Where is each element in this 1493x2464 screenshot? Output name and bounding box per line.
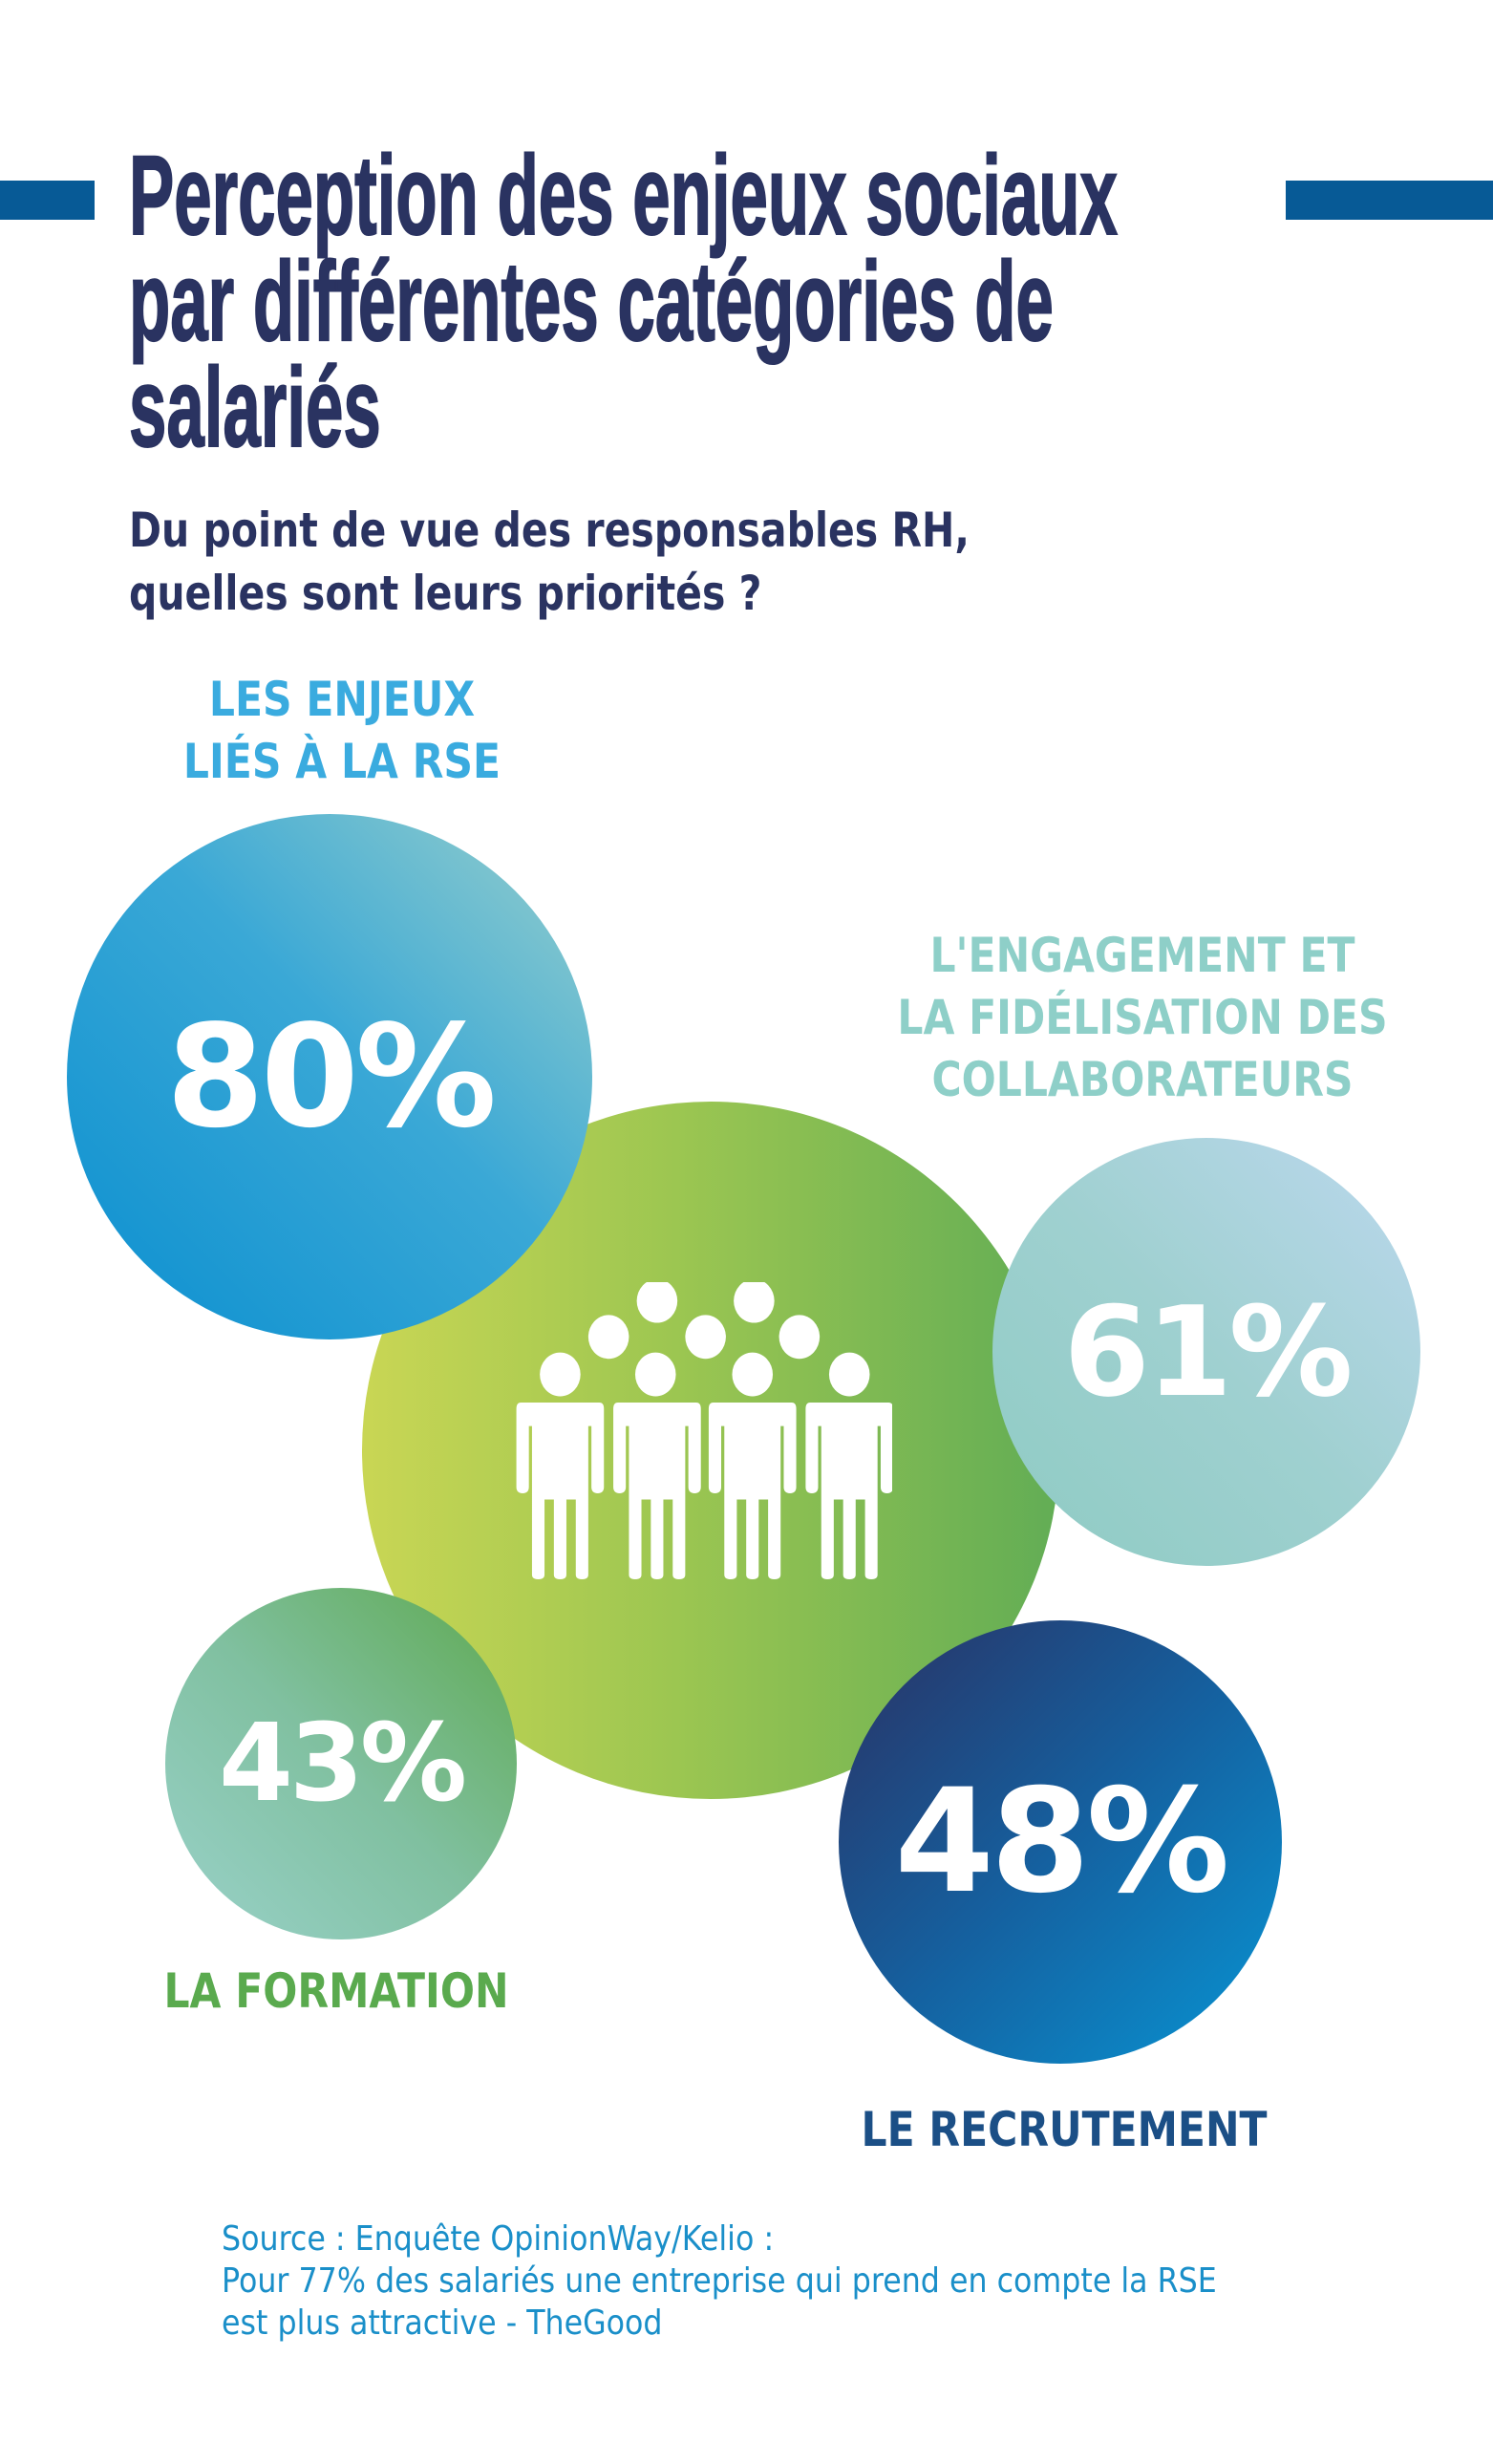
group-of-people-icon: [516, 1282, 892, 1579]
label-recrutement: LE RECRUTEMENT: [862, 2099, 1268, 2161]
label-formation: LA FORMATION: [163, 1960, 508, 2023]
stat-circle-formation: 43%: [165, 1588, 517, 1939]
title-line: salariés: [128, 345, 381, 471]
label-engagement: L'ENGAGEMENT ET LA FIDÉLISATION DES COLL…: [897, 925, 1387, 1111]
stat-circle-rse: 80%: [67, 814, 592, 1339]
stat-value: 80%: [165, 995, 497, 1159]
stat-value: 48%: [894, 1759, 1229, 1925]
stat-value: 61%: [1063, 1279, 1353, 1425]
subtitle-line: Du point de vue des responsables RH,: [129, 503, 970, 558]
stat-circle-engagement: 61%: [992, 1138, 1420, 1566]
page-title: Perception des enjeux sociaux par différ…: [128, 133, 1371, 471]
label-line: LIÉS À LA RSE: [182, 734, 501, 789]
subtitle: Du point de vue des responsables RH, que…: [129, 499, 1154, 625]
title-line: Perception des enjeux sociaux: [128, 133, 1118, 259]
label-line: LES ENJEUX: [208, 672, 476, 727]
person-body-icon: [613, 1403, 701, 1579]
subtitle-line: quelles sont leurs priorités ?: [129, 566, 762, 621]
label-line: LE RECRUTEMENT: [861, 2102, 1268, 2157]
source-line: Source : Enquête OpinionWay/Kelio :: [222, 2219, 775, 2259]
person-body-icon: [516, 1403, 605, 1579]
person-body-icon: [805, 1403, 892, 1579]
label-line: COLLABORATEURS: [931, 1052, 1354, 1107]
stat-circle-recrutement: 48%: [839, 1620, 1282, 2064]
label-line: L'ENGAGEMENT ET: [929, 928, 1355, 983]
person-body-icon: [708, 1403, 797, 1579]
source-note: Source : Enquête OpinionWay/Kelio : Pour…: [222, 2218, 1353, 2345]
stat-value: 43%: [218, 1702, 467, 1826]
source-line: Pour 77% des salariés une entreprise qui…: [222, 2261, 1217, 2301]
label-line: LA FORMATION: [163, 1963, 509, 2019]
title-line: par différentes catégories de: [128, 239, 1054, 365]
right-accent-bar: [1286, 181, 1493, 220]
label-line: LA FIDÉLISATION DES: [897, 990, 1388, 1045]
source-line: est plus attractive - TheGood: [222, 2303, 663, 2343]
left-accent-bar: [0, 181, 95, 220]
label-rse: LES ENJEUX LIÉS À LA RSE: [183, 669, 501, 793]
